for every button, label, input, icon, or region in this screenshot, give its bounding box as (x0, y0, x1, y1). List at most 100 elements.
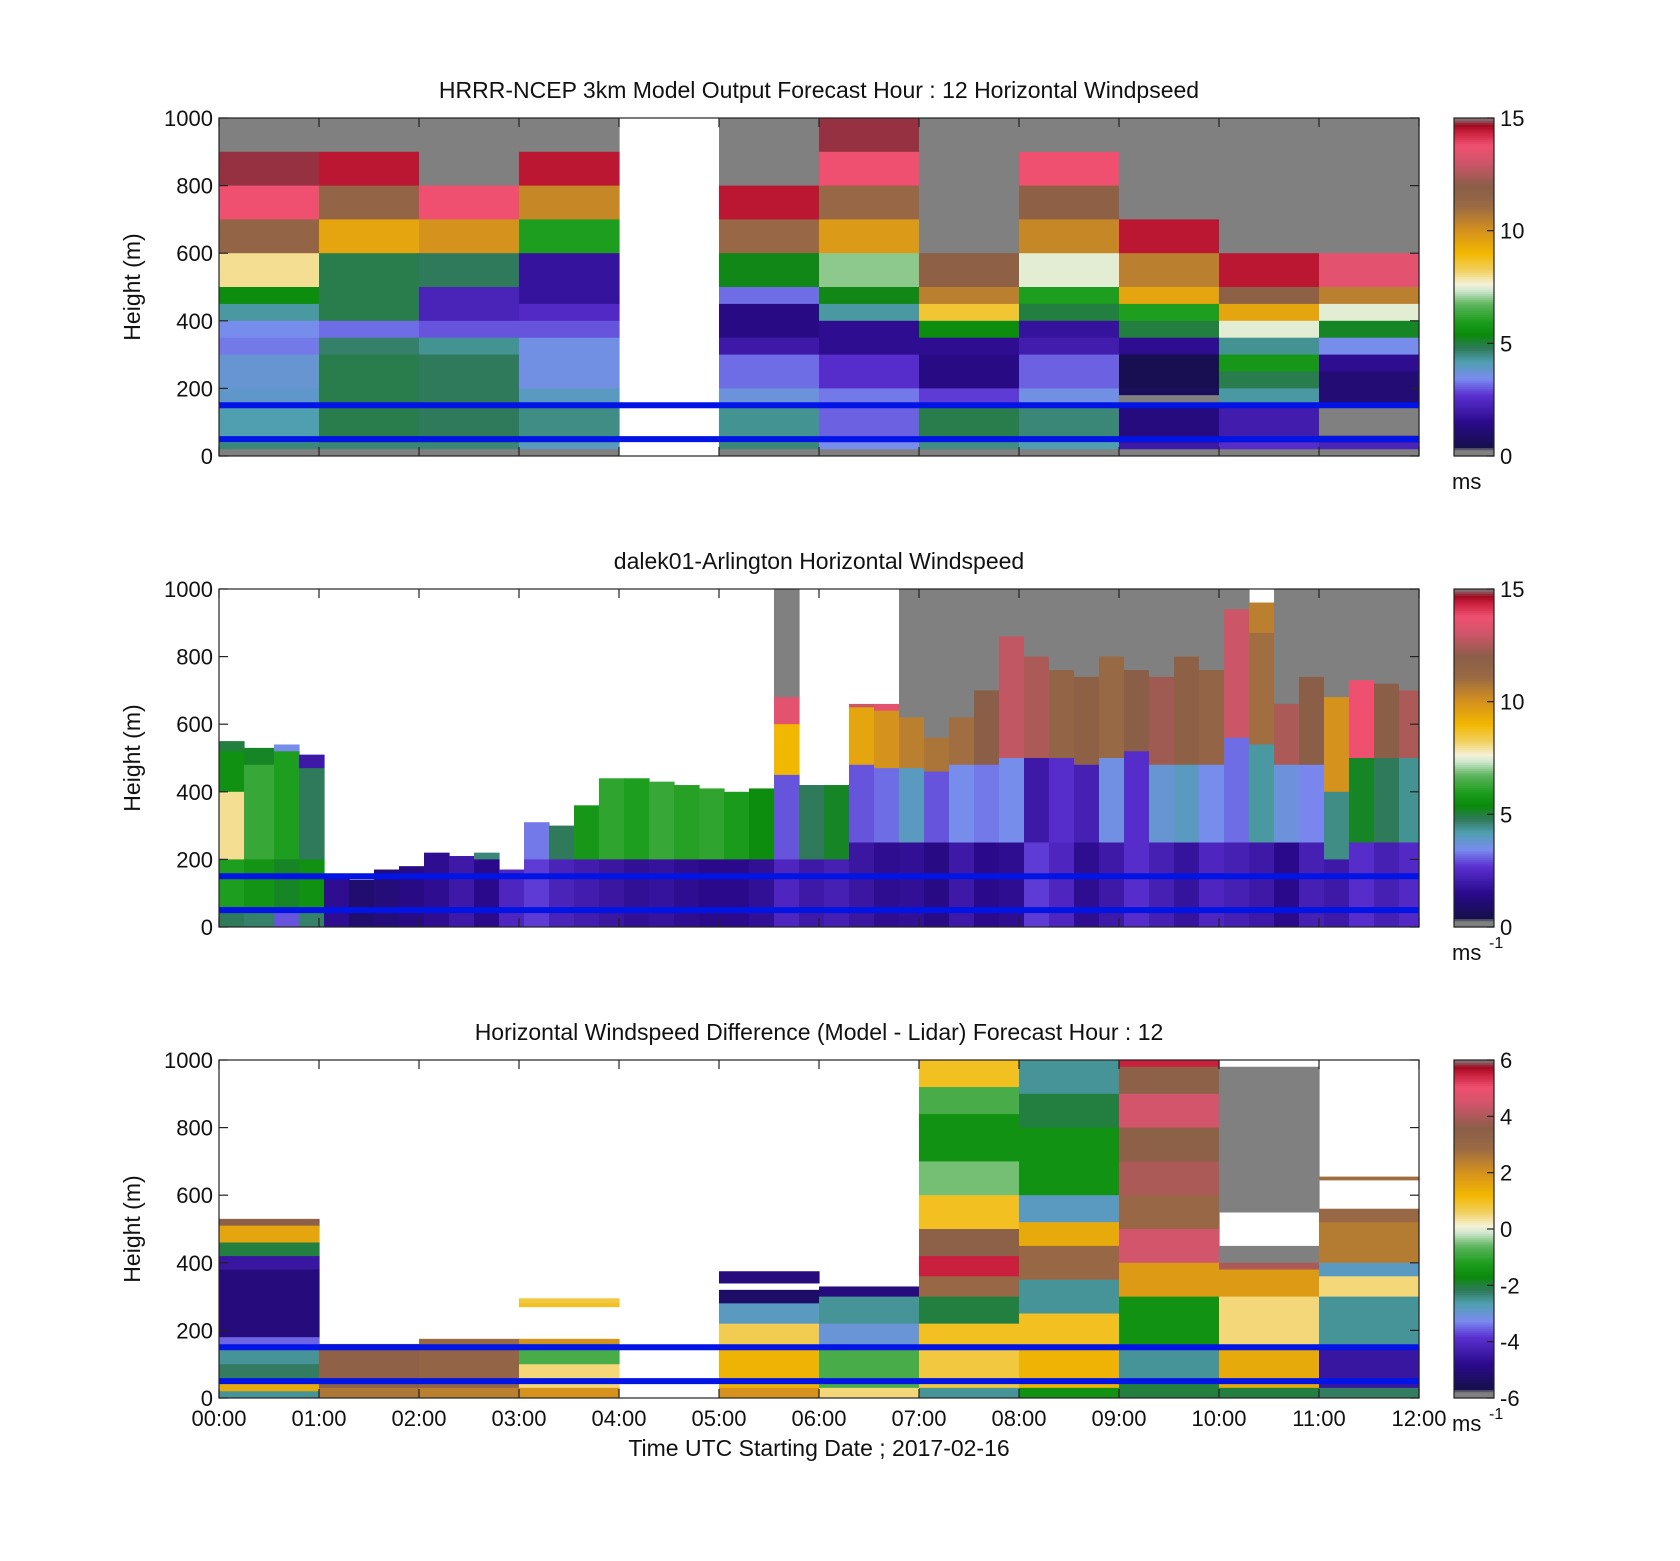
colorbar-segment (1454, 320, 1494, 324)
heatmap-cell (1119, 442, 1220, 450)
colorbar-segment (1454, 808, 1494, 812)
colorbar-segment (1454, 1148, 1494, 1152)
heatmap-cell (919, 287, 1020, 305)
colorbar-segment (1454, 1349, 1494, 1353)
colorbar-segment (1454, 1366, 1494, 1370)
colorbar-segment (1454, 853, 1494, 856)
colorbar-segment (1454, 1216, 1494, 1220)
heatmap-cell (1174, 656, 1200, 766)
colorbar-segment (1454, 145, 1494, 149)
heatmap-cell (219, 337, 320, 355)
heatmap-cell (1019, 287, 1120, 305)
heatmap-cell (719, 219, 820, 254)
heatmap-cell (1119, 320, 1220, 339)
colorbar-segment (1454, 276, 1494, 280)
colorbar-segment (1454, 920, 1494, 924)
colorbar-tick-label: 5 (1500, 331, 1512, 356)
colorbar-segment (1454, 1072, 1494, 1076)
heatmap-cell (919, 388, 1020, 406)
colorbar-segment (1454, 709, 1494, 713)
colorbar-segment (1454, 1110, 1494, 1114)
colorbar-segment (1454, 291, 1494, 294)
heatmap-cell (219, 151, 320, 186)
colorbar-tick-label: -6 (1500, 1386, 1520, 1411)
heatmap-cell (1019, 354, 1120, 389)
heatmap-cell (1149, 676, 1175, 766)
heatmap-cell (219, 1364, 320, 1382)
colorbar-segment (1454, 1224, 1494, 1228)
heatmap-cell (519, 320, 620, 339)
heatmap-cell (219, 442, 320, 450)
colorbar-segment (1454, 1201, 1494, 1205)
heatmap-cell (219, 791, 245, 860)
colorbar-segment (1454, 622, 1494, 626)
heatmap-cell (219, 185, 320, 220)
heatmap-cell (1019, 151, 1120, 186)
colorbar-segment (1454, 1178, 1494, 1182)
colorbar-segment (1454, 225, 1494, 229)
colorbar-segment (1454, 1357, 1494, 1361)
x-axis-label: Time UTC Starting Date ; 2017-02-16 (628, 1435, 1009, 1461)
heatmap-cell (549, 825, 575, 860)
heatmap-cell (219, 253, 320, 288)
heatmap-cell (449, 856, 475, 928)
colorbar-segment (1454, 589, 1494, 592)
colorbar-segment (1454, 1127, 1494, 1131)
heatmap-cell (999, 758, 1025, 843)
heatmap-cell (299, 859, 325, 908)
colorbar-segment (1454, 612, 1494, 615)
heatmap-cell (719, 388, 820, 406)
colorbar-segment (1454, 637, 1494, 641)
panel-3: Horizontal Windspeed Difference (Model -… (119, 1019, 1520, 1461)
colorbar-segment (1454, 916, 1494, 920)
colorbar-segment (1454, 1070, 1494, 1074)
heatmap-cell (419, 1387, 520, 1399)
colorbar-segment (1454, 760, 1494, 763)
colorbar-segment (1454, 451, 1494, 455)
colorbar-tick-label: 0 (1500, 444, 1512, 469)
colorbar-segment (1454, 390, 1494, 394)
colorbar-segment (1454, 1237, 1494, 1241)
heatmap-cell (299, 754, 325, 769)
colorbar-segment (1454, 1243, 1494, 1247)
colorbar-segment (1454, 1140, 1494, 1143)
colorbar-segment (1454, 1252, 1494, 1255)
colorbar-segment (1454, 1076, 1494, 1080)
colorbar-segment (1454, 160, 1494, 163)
heatmap-cell (519, 442, 620, 450)
colorbar-segment (1454, 299, 1494, 303)
panel-2: dalek01-Arlington Horizontal Windspeed 0 2… (119, 548, 1524, 965)
heatmap-cell (919, 1256, 1020, 1277)
heatmap-cell (244, 859, 275, 908)
colorbar-segment (1454, 717, 1494, 721)
colorbar-segment (1454, 749, 1494, 753)
colorbar-segment (1454, 631, 1494, 634)
colorbar-segment (1454, 287, 1494, 290)
colorbar-segment (1454, 608, 1494, 611)
heatmap-cell (974, 589, 1000, 691)
heatmap-cell (1349, 680, 1375, 759)
colorbar-segment (1454, 1307, 1494, 1310)
colorbar-segment (1454, 401, 1494, 404)
y-tick-label: 600 (176, 1183, 213, 1208)
colorbar-segment (1454, 156, 1494, 159)
colorbar-segment (1454, 646, 1494, 649)
heatmap-cell (1119, 303, 1220, 322)
heatmap-cell (1319, 442, 1420, 450)
colorbar-segment (1454, 1218, 1494, 1222)
colorbar-segment (1454, 289, 1494, 292)
colorbar-tick-label: 0 (1500, 1217, 1512, 1242)
y-tick-label: 0 (201, 444, 213, 469)
colorbar-segment (1454, 907, 1494, 911)
colorbar-segment (1454, 426, 1494, 430)
colorbar-segment (1454, 703, 1494, 706)
colorbar-segment (1454, 857, 1494, 860)
colorbar-segment (1454, 741, 1494, 744)
heatmap-cell (1019, 439, 1120, 450)
colorbar-tick-label: 5 (1500, 802, 1512, 827)
colorbar-segment (1454, 297, 1494, 301)
colorbar-segment (1454, 1199, 1494, 1203)
heatmap-cell (1219, 1262, 1320, 1270)
heatmap-cell (1399, 589, 1420, 691)
colorbar-segment (1454, 910, 1494, 913)
